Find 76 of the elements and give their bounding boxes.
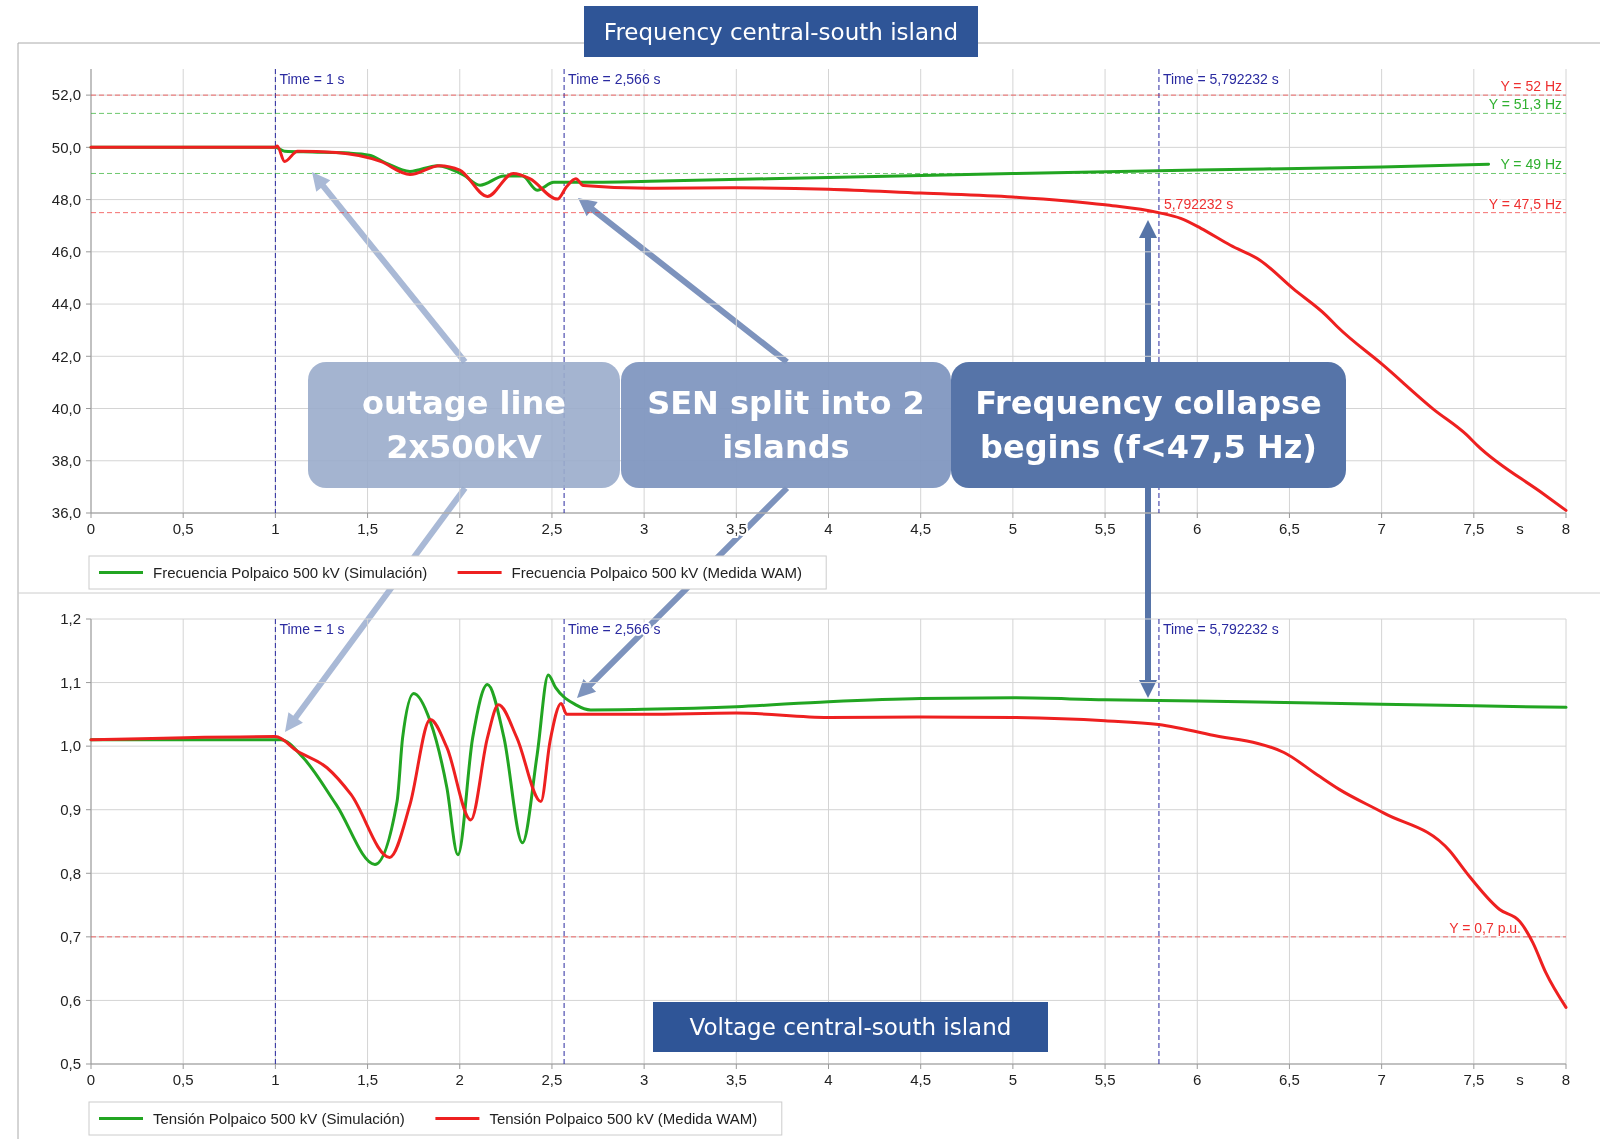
- ref-line-label: Y = 49 Hz: [1500, 156, 1562, 173]
- x-tick-label: 8: [1561, 520, 1571, 537]
- x-tick-label: 4,5: [910, 520, 932, 537]
- annotation: SEN split into 2 islands: [647, 384, 925, 467]
- y-tick-label: 46,0: [51, 243, 81, 261]
- y-tick-label: 0,8: [60, 864, 81, 882]
- y-tick-label: 52,0: [51, 86, 81, 104]
- text: Voltage central-south island: [689, 1014, 1012, 1041]
- x-tick-label: 7,5: [1463, 520, 1485, 537]
- x-tick-label: 0: [86, 520, 96, 537]
- y-tick-label: 42,0: [51, 347, 81, 365]
- x-tick-label: 4,5: [910, 1071, 932, 1088]
- x-tick-label: 6,5: [1279, 1071, 1300, 1088]
- callout-box: Frequency collapse begins (f<47,5 Hz): [951, 362, 1346, 488]
- x-tick-label: 5,5: [1094, 1071, 1116, 1088]
- x-tick-label: 6: [1193, 1071, 1202, 1088]
- legend-label: Frecuencia Polpaico 500 kV (Medida WAM): [511, 563, 803, 581]
- y-tick-label: 48,0: [51, 190, 81, 208]
- x-tick-label: 7: [1377, 520, 1386, 537]
- x-tick-label: 2: [455, 520, 464, 537]
- x-tick-label: 1: [271, 520, 280, 537]
- x-tick-label: 5: [1008, 520, 1018, 537]
- chart-title: Frequency central-south island: [603, 18, 959, 45]
- legend-label: Tensión Polpaico 500 kV (Simulación): [153, 1109, 405, 1127]
- x-tick-label: 5: [1008, 1071, 1018, 1088]
- ref-line-label: Y = 52 Hz: [1500, 78, 1562, 95]
- ref-line-label: Y = 47,5 Hz: [1488, 195, 1562, 212]
- x-tick-label: 2,5: [541, 520, 563, 537]
- x-tick-label: 0: [86, 1071, 96, 1088]
- x-tick-label: 0,5: [172, 520, 194, 537]
- x-tick-label: 3: [639, 520, 649, 537]
- ref-line-label: Time = 5,792232 s: [1162, 621, 1279, 637]
- y-tick-label: 1,0: [60, 737, 81, 755]
- annotation: outage line 2x500kV: [362, 384, 566, 467]
- x-tick-label: 3,5: [725, 1071, 747, 1088]
- y-tick-label: 1,2: [60, 610, 81, 628]
- legend-label: Tensión Polpaico 500 kV (Medida WAM): [489, 1109, 758, 1127]
- x-tick-label: 7,5: [1463, 1071, 1485, 1088]
- ref-line-label: Y = 0,7 p.u.: [1449, 919, 1521, 936]
- ref-line-label: Time = 5,792232 s: [1162, 71, 1279, 87]
- x-tick-label: 5,5: [1094, 520, 1116, 537]
- x-tick-label: 3: [639, 1071, 649, 1088]
- x-axis-title: s: [1516, 520, 1524, 537]
- x-tick-label: 7: [1377, 1071, 1386, 1088]
- y-tick-label: 50,0: [51, 138, 81, 156]
- x-tick-label: 6,5: [1279, 520, 1300, 537]
- line-series: [89, 702, 1568, 1009]
- y-tick-label: 36,0: [51, 504, 81, 522]
- y-tick-label: 0,6: [60, 991, 81, 1009]
- callout-box: outage line 2x500kV: [308, 362, 620, 488]
- x-tick-label: 2: [455, 1071, 464, 1088]
- annotation: 5,792232 s: [1163, 195, 1234, 212]
- ref-line-label: Y = 51,3 Hz: [1488, 96, 1562, 113]
- x-tick-label: 4: [824, 520, 833, 537]
- y-tick-label: 38,0: [51, 452, 81, 470]
- y-tick-label: 0,7: [60, 928, 81, 946]
- y-tick-label: 0,5: [60, 1055, 81, 1073]
- ref-line-label: Time = 1 s: [279, 621, 345, 637]
- x-tick-label: 1: [271, 1071, 280, 1088]
- x-tick-label: 4: [824, 1071, 833, 1088]
- legend-label: Frecuencia Polpaico 500 kV (Simulación): [153, 563, 428, 581]
- x-axis-title: s: [1516, 1071, 1524, 1088]
- x-tick-label: 1,5: [357, 520, 378, 537]
- x-tick-label: 2,5: [541, 1071, 563, 1088]
- callout-box: SEN split into 2 islands: [621, 362, 951, 488]
- x-tick-label: 8: [1561, 1071, 1571, 1088]
- y-tick-label: 44,0: [51, 295, 81, 313]
- ref-line-label: Time = 1 s: [279, 71, 345, 87]
- x-tick-label: 0,5: [172, 1071, 194, 1088]
- y-tick-label: 0,9: [60, 800, 81, 818]
- ref-line-label: Time = 2,566 s: [568, 71, 661, 87]
- annotation: Frequency collapse begins (f<47,5 Hz): [975, 384, 1322, 467]
- y-tick-label: 1,1: [60, 673, 81, 691]
- y-tick-label: 40,0: [51, 399, 81, 417]
- x-tick-label: 1,5: [357, 1071, 378, 1088]
- x-tick-label: 6: [1193, 520, 1202, 537]
